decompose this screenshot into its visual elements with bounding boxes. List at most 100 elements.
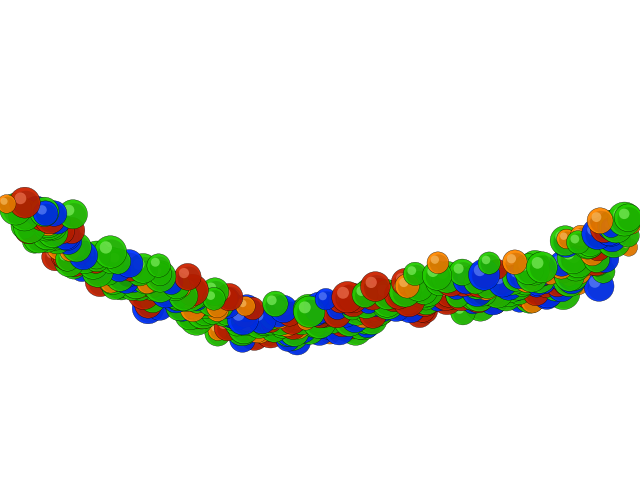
Circle shape (595, 264, 604, 273)
Circle shape (377, 292, 388, 303)
Circle shape (195, 300, 218, 324)
Circle shape (232, 315, 259, 343)
Circle shape (169, 279, 201, 312)
Circle shape (353, 313, 365, 325)
Circle shape (324, 314, 355, 345)
Circle shape (330, 301, 339, 310)
Circle shape (466, 296, 474, 304)
Circle shape (276, 319, 284, 327)
Circle shape (45, 227, 71, 253)
Circle shape (42, 228, 51, 236)
Circle shape (312, 308, 321, 317)
Circle shape (34, 216, 58, 241)
Circle shape (217, 288, 238, 309)
Circle shape (234, 313, 244, 322)
Circle shape (145, 261, 176, 292)
Circle shape (300, 320, 311, 331)
Circle shape (314, 295, 343, 323)
Circle shape (179, 285, 202, 308)
Circle shape (471, 279, 479, 287)
Circle shape (221, 291, 229, 299)
Circle shape (526, 282, 548, 305)
Circle shape (305, 316, 326, 337)
Circle shape (192, 300, 205, 313)
Circle shape (217, 318, 239, 340)
Circle shape (534, 264, 543, 275)
Circle shape (537, 271, 545, 279)
Circle shape (474, 282, 484, 293)
Circle shape (441, 271, 452, 283)
Circle shape (89, 258, 100, 270)
Circle shape (602, 228, 625, 251)
Circle shape (511, 268, 520, 277)
Circle shape (528, 265, 555, 292)
Circle shape (343, 292, 351, 300)
Circle shape (139, 295, 150, 306)
Circle shape (328, 316, 336, 324)
Circle shape (486, 281, 499, 293)
Circle shape (222, 297, 245, 320)
Circle shape (97, 259, 108, 269)
Circle shape (280, 305, 301, 325)
Circle shape (503, 270, 533, 300)
Circle shape (605, 221, 612, 228)
Circle shape (365, 277, 377, 288)
Circle shape (23, 222, 54, 253)
Circle shape (173, 283, 200, 311)
Circle shape (13, 191, 39, 217)
Circle shape (56, 246, 67, 256)
Circle shape (472, 288, 479, 295)
Circle shape (147, 280, 164, 297)
Circle shape (226, 313, 259, 346)
Circle shape (138, 294, 161, 317)
Circle shape (236, 306, 246, 316)
Circle shape (330, 302, 340, 312)
Circle shape (189, 293, 198, 301)
Circle shape (476, 277, 498, 300)
Circle shape (33, 207, 66, 240)
Circle shape (223, 301, 235, 313)
Circle shape (560, 250, 591, 281)
Circle shape (102, 273, 111, 282)
Circle shape (84, 252, 106, 273)
Circle shape (87, 246, 98, 256)
Circle shape (182, 280, 194, 292)
Circle shape (35, 210, 61, 236)
Circle shape (183, 286, 214, 317)
Circle shape (584, 246, 593, 255)
Circle shape (38, 224, 60, 246)
Circle shape (381, 292, 411, 322)
Circle shape (417, 289, 428, 301)
Circle shape (364, 288, 374, 298)
Circle shape (211, 323, 227, 340)
Circle shape (124, 270, 151, 298)
Circle shape (184, 305, 212, 334)
Circle shape (483, 290, 495, 302)
Circle shape (467, 274, 493, 300)
Circle shape (620, 239, 637, 256)
Circle shape (484, 280, 511, 306)
Circle shape (597, 231, 607, 241)
Circle shape (559, 270, 571, 282)
Circle shape (394, 288, 421, 315)
Circle shape (406, 301, 433, 328)
Circle shape (38, 221, 47, 230)
Circle shape (533, 271, 555, 294)
Circle shape (14, 216, 36, 238)
Circle shape (620, 228, 629, 237)
Circle shape (207, 292, 224, 310)
Circle shape (553, 263, 573, 283)
Circle shape (393, 285, 425, 317)
Circle shape (419, 283, 430, 294)
Circle shape (388, 284, 412, 308)
Circle shape (216, 293, 227, 305)
Circle shape (356, 300, 378, 322)
Circle shape (409, 276, 420, 288)
Circle shape (118, 253, 142, 276)
Circle shape (561, 263, 580, 282)
Circle shape (518, 259, 530, 271)
Circle shape (42, 224, 72, 254)
Circle shape (384, 286, 396, 298)
Circle shape (282, 311, 305, 334)
Circle shape (44, 204, 66, 226)
